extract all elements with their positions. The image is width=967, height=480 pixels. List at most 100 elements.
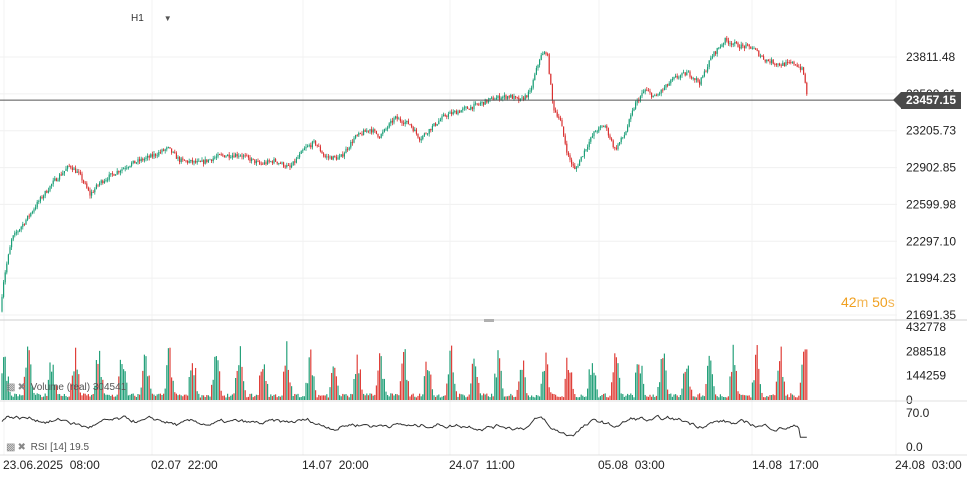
volume-bar — [155, 395, 157, 400]
volume-bar — [435, 396, 437, 400]
candle-body — [23, 224, 25, 225]
candle-body — [646, 89, 648, 91]
price-tick-label: 21691.35 — [906, 308, 956, 322]
candle-body — [529, 90, 531, 92]
volume-bar — [107, 394, 109, 400]
volume-bar — [231, 394, 233, 400]
volume-bar — [39, 394, 41, 400]
volume-bar — [795, 397, 797, 400]
candle-body — [70, 165, 72, 168]
candle-body — [591, 136, 593, 138]
volume-bar — [235, 377, 237, 400]
candle-body — [220, 154, 222, 156]
volume-bar — [409, 396, 411, 400]
candle-body — [620, 137, 622, 143]
volume-bar — [611, 382, 613, 400]
candle-body — [196, 160, 198, 163]
candle-body — [59, 174, 61, 180]
candle-body — [804, 74, 806, 83]
pane-resize-handle[interactable] — [484, 319, 494, 322]
candle-body — [555, 110, 557, 113]
volume-bar — [567, 370, 569, 400]
bar-chart-icon[interactable]: ▩ — [6, 382, 16, 393]
candle-body — [764, 59, 766, 62]
candle-body — [567, 152, 569, 156]
candle-body — [289, 165, 291, 168]
candle-body — [500, 98, 502, 100]
candle-body — [4, 272, 6, 283]
volume-bar — [486, 393, 488, 400]
volume-bar — [35, 394, 37, 400]
candle-body — [313, 140, 315, 142]
volume-bar — [787, 394, 789, 400]
close-icon[interactable]: ✖ — [17, 382, 26, 393]
candle-body — [356, 135, 358, 137]
line-chart-icon[interactable]: ▩ — [6, 442, 16, 453]
volume-bar — [543, 370, 545, 400]
volume-bar — [99, 350, 101, 400]
volume-bar — [580, 394, 582, 400]
candle-body — [431, 125, 433, 131]
volume-bar — [315, 390, 317, 400]
volume-bar — [535, 395, 537, 400]
volume-bar — [372, 395, 374, 400]
volume-bar — [183, 394, 185, 400]
candle-body — [151, 154, 153, 157]
volume-bar — [547, 364, 549, 400]
volume-bar — [150, 388, 152, 400]
candle-body — [329, 156, 331, 158]
candle-body — [719, 46, 721, 48]
candle-body — [483, 101, 485, 105]
volume-bar — [726, 397, 728, 400]
volume-bar — [182, 396, 184, 400]
volume-bar — [534, 397, 536, 400]
volume-bar — [331, 372, 333, 400]
volume-bar — [739, 393, 741, 400]
candle-body — [761, 55, 763, 57]
candle-body — [28, 215, 30, 217]
volume-bar — [459, 393, 461, 400]
volume-bar — [179, 394, 181, 400]
volume-bar — [249, 393, 251, 400]
candle-body — [503, 95, 505, 97]
candle-body — [228, 154, 230, 158]
volume-bar — [369, 393, 371, 400]
rsi-name: RSI [14] — [30, 442, 67, 453]
candle-body — [260, 163, 262, 165]
candle-body — [404, 121, 406, 124]
countdown-seconds-unit: s — [887, 294, 895, 310]
volume-bar — [438, 394, 440, 400]
volume-bar — [519, 369, 521, 400]
volume-bar — [41, 397, 43, 400]
volume-bar — [715, 394, 717, 400]
candle-body — [380, 134, 382, 138]
candle-body — [574, 165, 576, 169]
close-icon[interactable]: ✖ — [17, 442, 26, 453]
volume-bar — [123, 369, 125, 400]
candle-body — [569, 155, 571, 160]
volume-bar — [540, 383, 542, 400]
candle-body — [55, 178, 57, 182]
timeframe-selector[interactable]: H1 ▼ — [131, 13, 172, 24]
candle-body — [52, 180, 54, 185]
candle-body — [547, 54, 549, 56]
candle-body — [675, 75, 677, 77]
candle-body — [487, 99, 489, 103]
candle-body — [641, 92, 643, 97]
candle-body — [299, 153, 301, 158]
volume-bar — [145, 356, 147, 400]
volume-bar — [489, 397, 491, 400]
volume-bar — [495, 377, 497, 400]
candle-body — [321, 151, 323, 154]
volume-bar — [156, 394, 158, 400]
volume-bar — [243, 381, 245, 400]
candle-body — [657, 94, 659, 96]
volume-bar — [652, 394, 654, 400]
candle-body — [39, 196, 41, 202]
candle-body — [363, 130, 365, 136]
volume-bar — [23, 376, 25, 400]
volume-bar — [49, 362, 51, 400]
volume-bar — [388, 396, 390, 400]
volume-bar — [44, 393, 46, 400]
